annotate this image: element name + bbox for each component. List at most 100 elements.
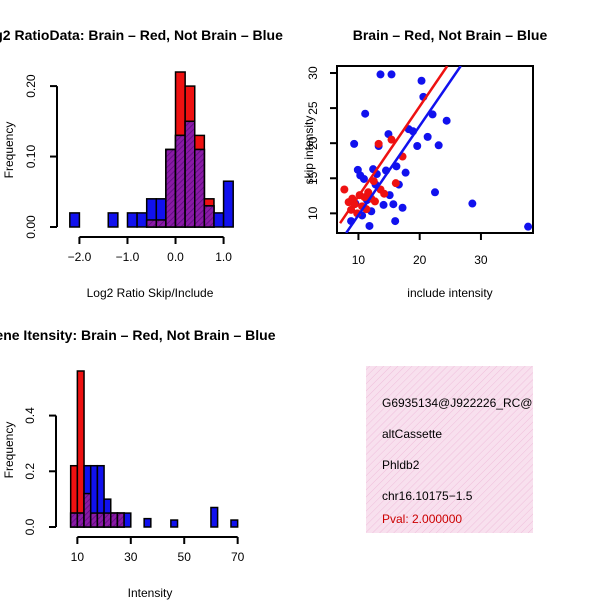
intensity-histogram-xlabel: Intensity xyxy=(128,586,173,600)
ratio-hist-y-tick-label: 0.00 xyxy=(24,215,38,239)
info-panel: G6935134@J922226_RC@ altCassette Phldb2 … xyxy=(366,366,533,533)
intensity-histogram-title: Gene Itensity: Brain – Red, Not Brain – … xyxy=(0,327,276,343)
scatter-point-not-brain xyxy=(361,109,370,118)
scatter-point-brain xyxy=(369,177,378,186)
scatter-point-not-brain xyxy=(524,222,533,231)
intensity-hist-bar-overlap xyxy=(110,512,119,528)
scatter-xlabel: include intensity xyxy=(407,286,492,300)
intensity-histogram-ylabel: Frequency xyxy=(2,422,16,479)
intensity-scatter-panel: Brain – Red, Not Brain – Blue 10 20 30 10 15… xyxy=(302,27,547,300)
scatter-frame xyxy=(336,65,534,234)
scatter-content xyxy=(339,66,533,233)
intensity-hist-bar-overlap xyxy=(103,512,112,528)
scatter-ylabel: skip intensity xyxy=(302,116,316,185)
intensity-hist-y-tick-label: 0.2 xyxy=(23,463,37,480)
intensity-hist-y-tick-label: 0.4 xyxy=(23,407,37,424)
scatter-point-not-brain xyxy=(434,141,443,150)
info-background xyxy=(366,366,533,533)
ratio-histogram-ylabel: Frequency xyxy=(2,122,16,179)
scatter-fit-line-not-brain xyxy=(345,66,462,233)
ratio-hist-bar-not-brain xyxy=(222,180,234,228)
scatter-point-not-brain xyxy=(413,141,422,150)
ratio-histogram-bars xyxy=(69,71,234,228)
scatter-point-not-brain xyxy=(401,168,410,177)
scatter-y-tick-label: 15 xyxy=(306,171,320,185)
scatter-point-not-brain xyxy=(359,174,368,183)
intensity-hist-bar-overlap xyxy=(83,492,92,528)
ratio-hist-bar-overlap xyxy=(145,219,158,228)
info-gene: Phldb2 xyxy=(382,458,420,472)
scatter-point-not-brain xyxy=(387,70,396,79)
scatter-point-not-brain xyxy=(391,217,400,226)
scatter-point-not-brain xyxy=(376,70,385,79)
scatter-point-not-brain xyxy=(423,132,432,141)
ratio-hist-y-tick-label: 0.10 xyxy=(24,145,38,169)
scatter-fit-line-brain xyxy=(339,66,449,224)
ratio-hist-bar-overlap xyxy=(165,148,177,228)
intensity-hist-bar-overlap xyxy=(69,512,79,528)
scatter-point-not-brain xyxy=(389,200,398,209)
intensity-hist-bar-overlap xyxy=(116,512,125,528)
scatter-point-brain xyxy=(391,179,400,188)
scatter-point-not-brain xyxy=(350,139,359,148)
scatter-y-tick-label: 20 xyxy=(306,136,320,150)
scatter-point-not-brain xyxy=(365,221,374,230)
ratio-hist-bar-not-brain xyxy=(213,212,225,228)
ratio-hist-x-tick-label: −1.0 xyxy=(116,250,140,264)
ratio-hist-x-tick-label: 1.0 xyxy=(215,250,232,264)
intensity-hist-bar-overlap xyxy=(89,512,99,528)
scatter-point-not-brain xyxy=(379,200,388,209)
scatter-point-not-brain xyxy=(398,203,407,212)
intensity-hist-bar-not-brain xyxy=(170,519,179,528)
scatter-point-brain xyxy=(364,188,373,197)
scatter-point-brain xyxy=(374,139,383,148)
ratio-hist-bar-overlap xyxy=(184,120,196,228)
scatter-x-tick-label: 20 xyxy=(413,253,427,267)
scatter-point-brain xyxy=(370,197,379,206)
info-location: chr16.10175−1.5 xyxy=(382,489,473,503)
ratio-hist-bar-not-brain xyxy=(107,212,119,228)
intensity-hist-bar-brain xyxy=(76,370,85,528)
scatter-x-tick-label: 10 xyxy=(352,253,366,267)
intensity-hist-bar-overlap xyxy=(76,512,85,528)
scatter-y-tick-label: 30 xyxy=(306,66,320,80)
scatter-point-not-brain xyxy=(431,188,439,197)
intensity-hist-x-tick-label: 50 xyxy=(178,550,192,564)
intensity-histogram-axes: 10 30 50 70 0.0 0.2 0.4 xyxy=(23,407,245,564)
info-id: G6935134@J922226_RC@ xyxy=(382,396,532,410)
intensity-hist-y-tick-label: 0.0 xyxy=(23,518,37,535)
scatter-title: Brain – Red, Not Brain – Blue xyxy=(353,27,548,43)
scatter-point-brain xyxy=(340,185,349,194)
scatter-x-tick-label: 30 xyxy=(474,253,488,267)
intensity-hist-bar-not-brain xyxy=(123,512,132,528)
intensity-hist-x-tick-label: 10 xyxy=(71,550,85,564)
ratio-histogram-title: Log2 RatioData: Brain – Red, Not Brain –… xyxy=(0,27,283,43)
ratio-hist-bar-not-brain xyxy=(69,212,81,228)
info-pval: Pval: 2.000000 xyxy=(382,512,462,526)
scatter-y-tick-label: 25 xyxy=(306,101,320,115)
ratio-hist-x-tick-label: −2.0 xyxy=(68,250,92,264)
intensity-hist-bar-not-brain xyxy=(143,517,152,528)
ratio-histogram-panel: Log2 RatioData: Brain – Red, Not Brain –… xyxy=(0,27,283,300)
ratio-hist-bar-not-brain xyxy=(136,212,148,228)
ratio-histogram-axes: −2.0 −1.0 0.0 1.0 0.00 0.10 0.20 xyxy=(24,74,232,264)
info-event-type: altCassette xyxy=(382,427,442,441)
ratio-hist-bar-overlap xyxy=(155,219,167,228)
intensity-histogram-bars xyxy=(69,370,239,528)
scatter-point-not-brain xyxy=(428,110,437,119)
ratio-hist-bar-overlap xyxy=(203,205,215,228)
ratio-hist-x-tick-label: 0.0 xyxy=(167,250,184,264)
intensity-histogram-panel: Gene Itensity: Brain – Red, Not Brain – … xyxy=(0,327,276,600)
scatter-point-brain xyxy=(387,135,396,144)
ratio-histogram-xlabel: Log2 Ratio Skip/Include xyxy=(87,286,214,300)
scatter-axes: 10 20 30 10 15 20 25 30 xyxy=(306,66,488,267)
intensity-hist-x-tick-label: 30 xyxy=(124,550,138,564)
scatter-point-not-brain xyxy=(417,76,426,85)
scatter-point-brain xyxy=(380,189,389,198)
intensity-hist-x-tick-label: 70 xyxy=(231,550,245,564)
intensity-hist-bar-not-brain xyxy=(230,519,239,528)
scatter-y-tick-label: 10 xyxy=(306,206,320,220)
ratio-hist-bar-overlap xyxy=(194,148,206,228)
scatter-point-not-brain xyxy=(468,199,477,208)
